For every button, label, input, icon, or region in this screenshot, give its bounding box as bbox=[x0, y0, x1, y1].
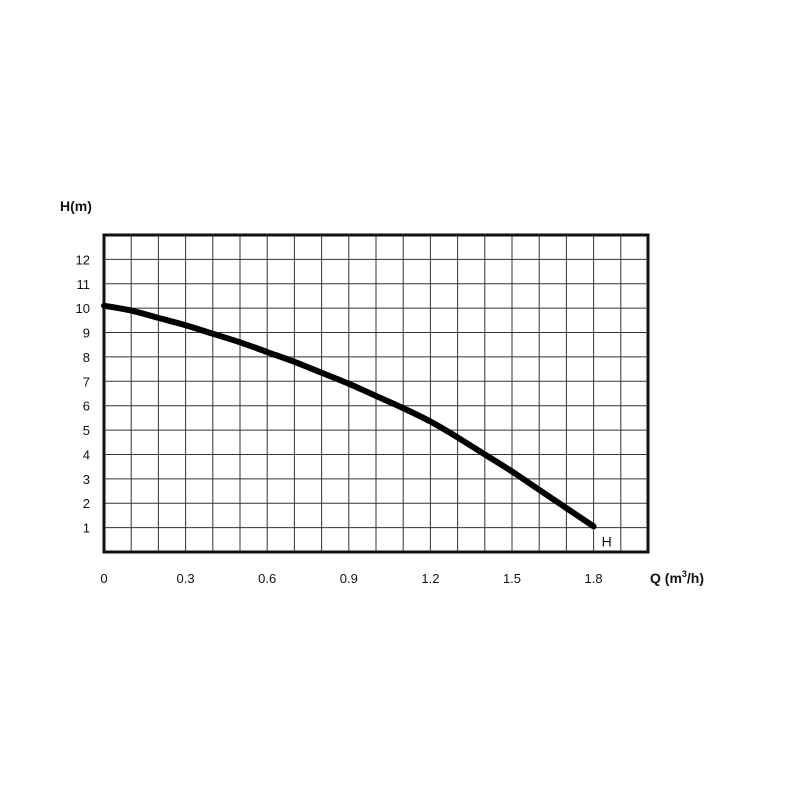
y-tick-label: 11 bbox=[77, 277, 91, 292]
x-tick-label: 0.6 bbox=[258, 571, 276, 586]
series-line-h bbox=[101, 302, 597, 530]
x-axis-title-end: /h) bbox=[687, 570, 704, 586]
x-tick-labels: 0 0.3 0.6 0.9 1.2 1.5 1.8 bbox=[100, 571, 602, 586]
y-tick-label: 8 bbox=[83, 350, 90, 365]
x-tick-label: 0.3 bbox=[177, 571, 195, 586]
x-tick-label: 0 bbox=[100, 571, 107, 586]
x-axis-title-main: Q (m bbox=[650, 570, 682, 586]
x-axis-title-superscript: 3 bbox=[682, 569, 687, 579]
y-tick-label: 4 bbox=[83, 447, 90, 462]
series-layer: H bbox=[101, 302, 612, 549]
y-tick-label: 3 bbox=[83, 472, 90, 487]
y-tick-label: 10 bbox=[76, 301, 90, 316]
y-tick-label: 5 bbox=[83, 423, 90, 438]
x-tick-label: 1.5 bbox=[503, 571, 521, 586]
y-tick-label: 6 bbox=[83, 399, 90, 414]
y-tick-label: 12 bbox=[76, 252, 90, 267]
plot-frame bbox=[102, 233, 650, 554]
y-tick-label: 9 bbox=[83, 326, 90, 341]
x-tick-label: 0.9 bbox=[340, 571, 358, 586]
grid bbox=[104, 235, 648, 552]
y-tick-label: 1 bbox=[83, 521, 90, 536]
series-label-h: H bbox=[602, 533, 612, 549]
y-tick-label: 2 bbox=[83, 496, 90, 511]
x-tick-label: 1.2 bbox=[421, 571, 439, 586]
x-axis-title: Q (m3/h) bbox=[650, 569, 704, 586]
x-tick-label: 1.8 bbox=[585, 571, 603, 586]
y-axis-title: H(m) bbox=[60, 198, 92, 214]
y-tick-label: 7 bbox=[83, 374, 90, 389]
